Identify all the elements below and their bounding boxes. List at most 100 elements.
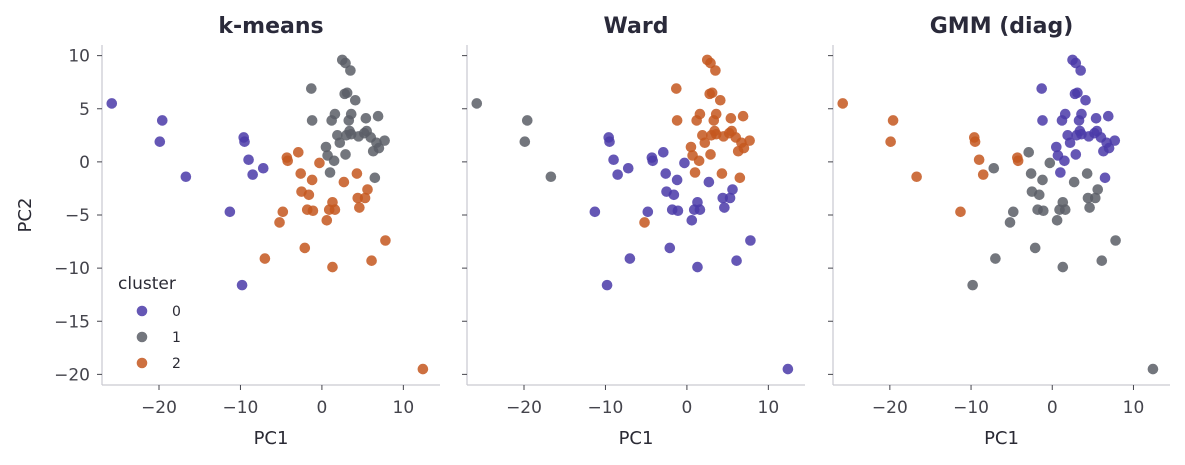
data-point	[660, 168, 672, 179]
data-point	[366, 255, 377, 266]
panel-title: Ward	[604, 14, 669, 39]
y-tick-label: −15	[54, 312, 90, 332]
legend-entry-label: 1	[172, 330, 181, 346]
data-point	[519, 136, 531, 147]
data-point	[671, 174, 683, 186]
data-point	[745, 235, 756, 246]
data-point	[1004, 217, 1016, 228]
data-point	[295, 168, 307, 179]
x-axis-label: PC1	[984, 428, 1019, 449]
data-point	[612, 169, 623, 180]
data-point	[1075, 65, 1086, 76]
data-point	[717, 192, 729, 204]
data-point	[738, 142, 750, 154]
data-point	[1081, 168, 1093, 179]
data-point	[1044, 157, 1056, 169]
data-point	[1076, 108, 1087, 120]
data-point	[292, 147, 304, 158]
data-point	[589, 206, 601, 218]
data-point	[521, 115, 533, 126]
data-point	[352, 192, 364, 204]
data-point	[354, 202, 365, 213]
data-point	[679, 157, 690, 169]
legend-entry-label: 2	[172, 356, 181, 372]
x-tick-label: −20	[872, 398, 908, 418]
data-point	[1059, 204, 1071, 215]
data-point	[1102, 110, 1114, 122]
data-point	[154, 136, 166, 147]
data-point	[306, 115, 318, 126]
data-point	[1090, 113, 1102, 124]
data-point	[647, 155, 658, 167]
data-point	[725, 113, 737, 124]
data-point	[716, 168, 728, 179]
y-tick-label: 5	[79, 100, 90, 120]
data-point	[973, 154, 985, 166]
x-tick-label: 0	[681, 398, 692, 418]
data-point	[624, 253, 636, 264]
data-point	[604, 136, 615, 147]
data-point	[324, 167, 336, 178]
data-point	[1064, 137, 1076, 149]
legend-marker	[136, 305, 148, 317]
data-point	[345, 108, 357, 120]
data-point	[668, 189, 680, 201]
data-point	[1110, 235, 1121, 246]
data-point	[686, 215, 698, 226]
data-point	[911, 171, 922, 183]
data-point	[734, 172, 746, 184]
data-point	[1023, 147, 1035, 158]
data-point	[955, 206, 966, 218]
data-point	[639, 217, 650, 228]
data-point	[642, 206, 654, 218]
data-point	[1051, 141, 1062, 153]
data-point	[990, 253, 1001, 264]
data-point	[1029, 242, 1041, 254]
data-point	[1084, 202, 1095, 213]
data-point	[699, 137, 711, 149]
data-point	[106, 98, 118, 109]
data-point	[737, 110, 749, 122]
data-point	[731, 255, 742, 266]
data-point	[1109, 135, 1121, 146]
data-point	[334, 137, 346, 149]
data-point	[744, 135, 755, 146]
data-point	[340, 149, 351, 160]
data-point	[351, 168, 363, 179]
data-point	[724, 192, 736, 204]
data-point	[1037, 115, 1048, 126]
data-point	[471, 98, 483, 109]
data-point	[259, 253, 271, 264]
y-tick-label: −20	[54, 365, 90, 385]
data-point	[369, 172, 381, 184]
data-point	[1059, 155, 1070, 167]
panel-title: GMM (diag)	[930, 14, 1074, 39]
data-point	[714, 94, 726, 106]
panel-title: k-means	[218, 14, 323, 39]
data-point	[727, 184, 738, 195]
x-tick-label: 0	[316, 398, 327, 418]
data-point	[622, 162, 634, 174]
data-point	[664, 242, 676, 254]
data-point	[1096, 255, 1108, 266]
legend-entry-label: 0	[172, 304, 181, 320]
data-point	[306, 174, 318, 186]
data-point	[1036, 83, 1047, 94]
data-point	[671, 83, 682, 94]
data-point	[329, 108, 341, 120]
data-point	[247, 169, 258, 180]
data-point	[710, 65, 721, 76]
x-tick-label: 0	[1047, 398, 1058, 418]
data-point	[320, 141, 332, 153]
legend-title: cluster	[118, 274, 176, 294]
x-tick-label: 10	[758, 398, 780, 418]
data-point	[341, 87, 353, 99]
data-point	[277, 206, 289, 218]
legend-marker	[136, 331, 148, 343]
data-point	[671, 115, 683, 126]
data-point	[1082, 192, 1094, 204]
data-point	[693, 155, 705, 167]
x-tick-label: −10	[588, 398, 624, 418]
data-point	[710, 108, 722, 120]
data-point	[236, 279, 248, 291]
